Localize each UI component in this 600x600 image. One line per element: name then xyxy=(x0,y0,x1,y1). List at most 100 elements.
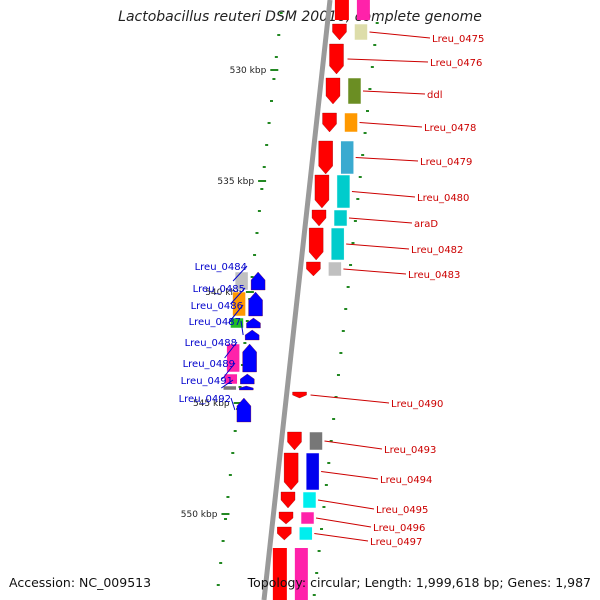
leader-line xyxy=(347,58,429,63)
cog-box xyxy=(330,227,345,261)
leader-line xyxy=(348,217,413,224)
gene-arrow xyxy=(239,385,254,391)
gene-label: ddl xyxy=(427,90,442,101)
leader-line xyxy=(232,265,248,282)
map-title: Lactobacillus reuteri DSM 20016, complet… xyxy=(118,9,482,25)
leader-line xyxy=(346,243,410,250)
gene-arrow xyxy=(272,548,287,600)
cog-box xyxy=(328,261,342,277)
gene-arrow xyxy=(306,261,321,277)
gene-label: araD xyxy=(414,219,438,230)
gene-arrow xyxy=(322,112,337,133)
gene-arrow xyxy=(314,174,330,209)
leader-line xyxy=(230,397,236,411)
gene-label: Lreu_0494 xyxy=(380,475,432,486)
gene-label: Lreu_0490 xyxy=(391,399,443,410)
gene-label: Lreu_0489 xyxy=(183,359,235,370)
leader-line xyxy=(317,499,375,510)
gene-arrow xyxy=(325,77,341,105)
gene-arrow xyxy=(334,0,349,20)
cog-box xyxy=(354,23,368,41)
gene-arrow xyxy=(242,343,257,373)
cog-box xyxy=(340,140,354,175)
cog-box xyxy=(305,452,320,491)
gene-label: Lreu_0482 xyxy=(411,245,463,256)
tick-label: 535 kbp xyxy=(217,177,254,187)
gene-label: Lreu_0495 xyxy=(376,505,428,516)
leader-line xyxy=(343,268,407,275)
gene-label: Lreu_0483 xyxy=(408,270,460,281)
tick-label: 530 kbp xyxy=(230,66,267,76)
cog-box xyxy=(336,174,351,209)
cog-box xyxy=(302,491,317,509)
accession-label: Accession: NC_009513 xyxy=(9,575,152,590)
cog-box xyxy=(224,373,238,385)
gene-arrow xyxy=(332,23,347,41)
leader-line xyxy=(321,471,379,480)
gene-label: Lreu_0487 xyxy=(189,317,241,328)
cog-box xyxy=(230,317,244,329)
cog-box xyxy=(347,77,362,105)
gene-arrow xyxy=(280,491,296,509)
tick-label: 545 kbp xyxy=(193,399,230,409)
leader-line xyxy=(221,362,236,380)
leader-line xyxy=(369,31,431,39)
leader-line xyxy=(310,394,390,404)
leader-line xyxy=(230,287,246,305)
gene-features xyxy=(223,0,370,600)
gene-arrow xyxy=(250,271,266,291)
tick-label: 550 kbp xyxy=(181,510,218,520)
topology-label: Topology: circular; Length: 1,999,618 bp… xyxy=(247,575,591,590)
gene-label: Lreu_0479 xyxy=(420,157,472,168)
gene-label: Lreu_0497 xyxy=(370,537,422,548)
leader-line xyxy=(240,320,244,336)
leader-line xyxy=(228,304,244,324)
leader-line xyxy=(224,341,238,359)
gene-arrow xyxy=(287,431,302,451)
cog-box xyxy=(344,112,358,133)
gene-arrow xyxy=(236,397,252,423)
gene-arrow xyxy=(244,329,260,341)
gene-label: Lreu_0491 xyxy=(181,376,233,387)
gene-arrow xyxy=(318,140,333,175)
gene-label: Lreu_0486 xyxy=(191,301,243,312)
gene-label: Lreu_0485 xyxy=(193,284,245,295)
gene-arrow xyxy=(329,43,344,75)
gene-label: Lreu_0480 xyxy=(417,193,469,204)
gene-label: Lreu_0475 xyxy=(432,34,484,45)
cog-box xyxy=(299,526,313,541)
leader-line xyxy=(351,191,416,198)
leader-line xyxy=(355,157,419,162)
gene-label: Lreu_0484 xyxy=(195,262,247,273)
cog-box xyxy=(333,209,348,227)
gene-arrow xyxy=(278,511,294,525)
genome-backbone xyxy=(261,0,333,600)
tick-label: 540 kbp xyxy=(205,288,242,298)
gene-label: Lreu_0492 xyxy=(179,394,231,405)
gene-arrow xyxy=(311,209,327,227)
gene-arrow xyxy=(240,373,255,385)
cog-box xyxy=(294,548,308,600)
gene-label: Lreu_0478 xyxy=(424,123,476,134)
leader-line xyxy=(362,90,426,95)
gene-label: Lreu_0493 xyxy=(384,445,436,456)
gene-arrow xyxy=(309,227,324,261)
cog-box xyxy=(309,431,323,451)
gene-label: Lreu_0496 xyxy=(373,523,425,534)
leader-line xyxy=(315,517,372,528)
leader-line xyxy=(324,440,383,450)
gene-arrow xyxy=(277,526,292,541)
gene-arrow xyxy=(248,291,263,317)
leader-line xyxy=(359,122,423,128)
cog-box xyxy=(223,385,237,391)
gene-arrow xyxy=(292,391,307,399)
leader-line xyxy=(314,533,369,542)
cog-box xyxy=(300,511,315,525)
gene-label: Lreu_0488 xyxy=(185,338,237,349)
cog-box xyxy=(356,0,370,20)
leader-line xyxy=(221,379,234,389)
gene-label: Lreu_0476 xyxy=(430,58,482,69)
gene-arrow xyxy=(283,452,299,491)
